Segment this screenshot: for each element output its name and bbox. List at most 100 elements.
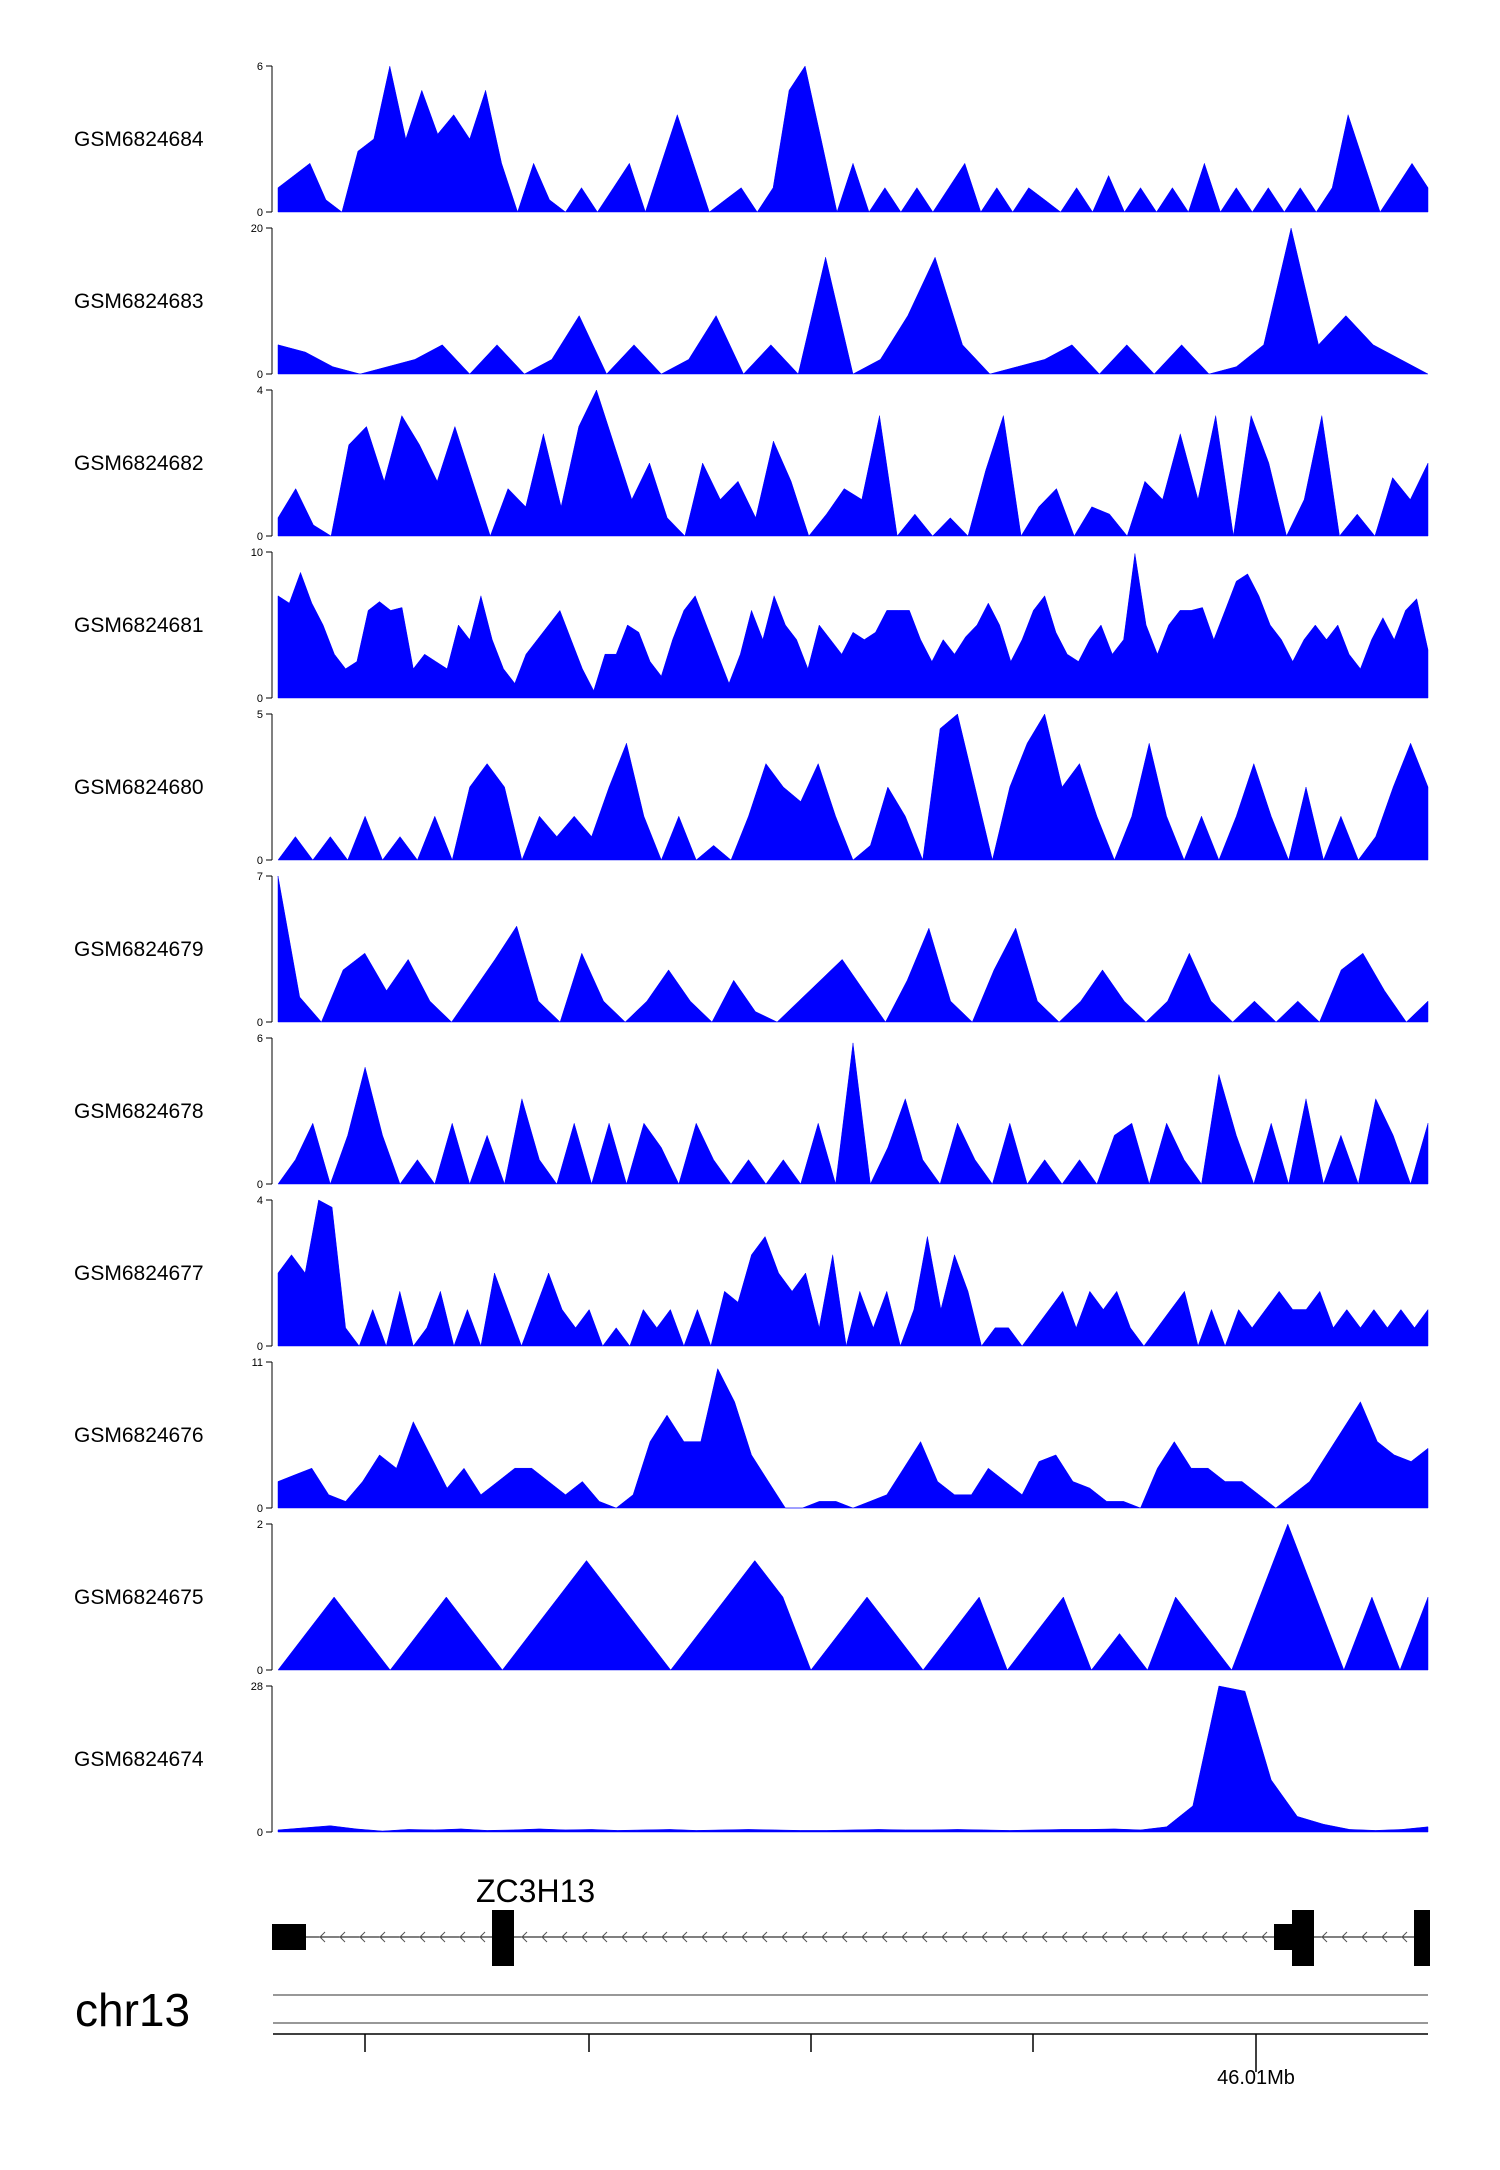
track-label: GSM6824677 [74,1262,204,1285]
strand-arrow [1221,1931,1228,1943]
strand-arrow [479,1931,486,1943]
strand-arrow [581,1931,588,1943]
exon-block [1274,1924,1296,1950]
strand-arrow [1141,1931,1148,1943]
y-axis-min-label: 0 [257,855,263,867]
intron-strand-arrows [319,1931,1408,1943]
strand-arrow [1021,1931,1028,1943]
strand-arrow [881,1931,888,1943]
track-GSM6824683: GSM6824683 20 0 [74,223,1429,381]
strand-arrow [681,1931,688,1943]
track-GSM6824682: GSM6824682 4 0 [74,385,1429,543]
track-label: GSM6824676 [74,1424,204,1447]
signal-tracks: GSM682468460GSM6824683200GSM682468240GSM… [74,61,1429,1839]
signal-area [277,1367,1429,1509]
strand-arrow [459,1931,466,1943]
y-axis-min-label: 0 [257,1017,263,1029]
strand-arrow [721,1931,728,1943]
strand-arrow [419,1931,426,1943]
signal-area [277,1042,1429,1185]
exon-block [1292,1910,1314,1966]
y-axis-max-label: 11 [252,1357,263,1369]
strand-arrow [1181,1931,1188,1943]
y-axis-max-label: 28 [251,1681,263,1693]
y-axis-max-label: 6 [257,1033,263,1045]
signal-area [277,227,1429,375]
strand-arrow [359,1931,366,1943]
strand-arrow [961,1931,968,1943]
strand-arrow [1041,1931,1048,1943]
signal-area [277,553,1429,699]
strand-arrow [1121,1931,1128,1943]
signal-area [277,713,1429,861]
strand-arrow [801,1931,808,1943]
signal-area [277,1685,1429,1833]
track-label: GSM6824681 [74,614,204,637]
strand-arrow [601,1931,608,1943]
strand-arrow [661,1931,668,1943]
exon-block [492,1910,514,1966]
track-label: GSM6824674 [74,1748,204,1771]
strand-arrow [399,1931,406,1943]
track-GSM6824679: GSM6824679 7 0 [74,871,1429,1029]
strand-arrow [761,1931,768,1943]
strand-arrow [621,1931,628,1943]
chromosome-label: chr13 [75,1984,190,2036]
y-axis-max-label: 4 [257,385,263,397]
signal-area [277,1523,1429,1671]
strand-arrow [1101,1931,1108,1943]
y-axis-min-label: 0 [257,1665,263,1677]
strand-arrow [701,1931,708,1943]
strand-arrow [319,1931,326,1943]
track-GSM6824680: GSM6824680 5 0 [74,709,1429,867]
y-axis-min-label: 0 [257,1341,263,1353]
y-axis-max-label: 7 [257,871,263,883]
track-label: GSM6824678 [74,1100,204,1123]
signal-area [277,389,1429,537]
y-axis-max-label: 2 [257,1519,263,1531]
strand-arrow [821,1931,828,1943]
y-axis-min-label: 0 [257,1827,263,1839]
y-axis-min-label: 0 [257,1179,263,1191]
strand-arrow [1161,1931,1168,1943]
track-GSM6824675: GSM6824675 2 0 [74,1519,1429,1677]
track-label: GSM6824679 [74,938,204,961]
y-axis-min-label: 0 [257,369,263,381]
gene-name: ZC3H13 [476,1873,595,1909]
strand-arrow [1381,1931,1388,1943]
strand-arrow [1321,1931,1328,1943]
axis-coordinate-label: 46.01Mb [1217,2067,1295,2089]
strand-arrow [1081,1931,1088,1943]
y-axis-max-label: 10 [251,547,263,559]
track-GSM6824677: GSM6824677 4 0 [74,1195,1429,1353]
track-GSM6824681: GSM6824681 10 0 [74,547,1429,705]
track-label: GSM6824680 [74,776,204,799]
signal-area [277,875,1429,1023]
y-axis-max-label: 20 [251,223,263,235]
strand-arrow [541,1931,548,1943]
strand-arrow [1261,1931,1268,1943]
y-axis-min-label: 0 [257,531,263,543]
strand-arrow [439,1931,446,1943]
strand-arrow [741,1931,748,1943]
strand-arrow [641,1931,648,1943]
strand-arrow [1001,1931,1008,1943]
track-label: GSM6824684 [74,128,204,151]
track-label: GSM6824683 [74,290,204,313]
strand-arrow [521,1931,528,1943]
signal-area [277,65,1429,213]
gene-track: ZC3H13 [272,1873,1430,1966]
strand-arrow [1061,1931,1068,1943]
strand-arrow [379,1931,386,1943]
strand-arrow [921,1931,928,1943]
track-GSM6824684: GSM6824684 6 0 [74,61,1429,219]
strand-arrow [1341,1931,1348,1943]
strand-arrow [941,1931,948,1943]
y-axis-max-label: 6 [257,61,263,73]
strand-arrow [1241,1931,1248,1943]
strand-arrow [1401,1931,1408,1943]
track-GSM6824676: GSM6824676 11 0 [74,1357,1429,1515]
strand-arrow [561,1931,568,1943]
strand-arrow [781,1931,788,1943]
